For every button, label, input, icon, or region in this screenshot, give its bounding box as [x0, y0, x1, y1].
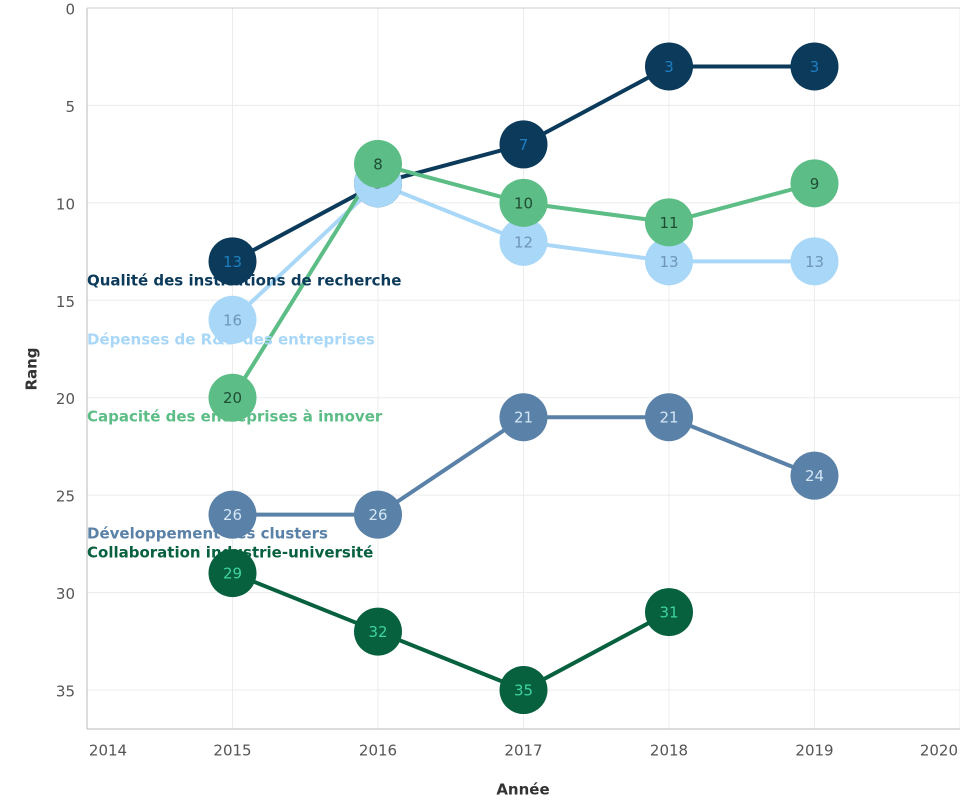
data-label: 10 [514, 194, 533, 212]
point [208, 549, 257, 598]
data-label: 3 [664, 58, 674, 76]
data-label: 13 [805, 253, 824, 271]
series-name: Collaboration industrie-université [87, 544, 373, 562]
point [499, 178, 548, 227]
point [790, 451, 839, 500]
x-tick-label: 2017 [504, 742, 542, 760]
point [645, 393, 693, 442]
y-tick-label: 0 [65, 1, 75, 19]
point [354, 607, 402, 656]
y-tick-label: 30 [56, 585, 75, 603]
point [354, 139, 402, 188]
point [499, 666, 548, 715]
point [645, 198, 693, 247]
data-label: 16 [223, 311, 242, 329]
data-label: 31 [659, 604, 678, 622]
point [208, 295, 257, 344]
point [208, 373, 257, 422]
data-label: 7 [519, 136, 529, 154]
data-label: 21 [659, 409, 678, 427]
series-name: Qualité des institutions de recherche [87, 272, 401, 290]
data-label: 20 [223, 389, 242, 407]
y-tick-label: 15 [56, 293, 75, 311]
data-label: 13 [659, 253, 678, 271]
series-name: Capacité des entreprises à innover [87, 408, 383, 426]
data-label: 3 [810, 58, 820, 76]
data-label: 13 [223, 253, 242, 271]
x-tick-label: 2020 [920, 742, 958, 760]
y-tick-label: 10 [56, 195, 75, 213]
point [790, 42, 839, 91]
series-name: Dépenses de R&D des entreprises [87, 331, 375, 349]
point [790, 159, 839, 208]
data-label: 8 [373, 155, 383, 173]
y-tick-label: 35 [56, 683, 75, 701]
x-tick-label: 2014 [89, 742, 127, 760]
series-line [231, 571, 670, 693]
grid [86, 7, 960, 729]
x-tick-label: 2016 [359, 742, 397, 760]
point [645, 237, 693, 286]
data-label: 24 [805, 467, 824, 485]
x-axis-title: Année [496, 781, 549, 799]
point [208, 490, 257, 539]
point [499, 120, 548, 169]
data-label: 26 [368, 506, 387, 524]
point [208, 237, 257, 286]
data-label: 35 [514, 682, 533, 700]
x-tick-label: 2019 [795, 742, 833, 760]
data-label: 32 [368, 623, 387, 641]
point [499, 393, 548, 442]
data-label: 11 [659, 214, 678, 232]
x-tick-label: 2015 [213, 742, 251, 760]
point [790, 237, 839, 286]
series-name: Développement des clusters [87, 525, 328, 543]
data-label: 9 [810, 175, 820, 193]
point [499, 217, 548, 266]
x-tick-label: 2018 [650, 742, 688, 760]
y-tick-label: 5 [65, 98, 75, 116]
y-tick-label: 20 [56, 390, 75, 408]
point [645, 42, 693, 91]
point [645, 588, 693, 637]
point [354, 490, 402, 539]
data-label: 26 [223, 506, 242, 524]
y-tick-label: 25 [56, 488, 75, 506]
data-label: 21 [514, 409, 533, 427]
data-label: 29 [223, 565, 242, 583]
data-label: 12 [514, 233, 533, 251]
y-axis-title: Rang [23, 347, 41, 390]
